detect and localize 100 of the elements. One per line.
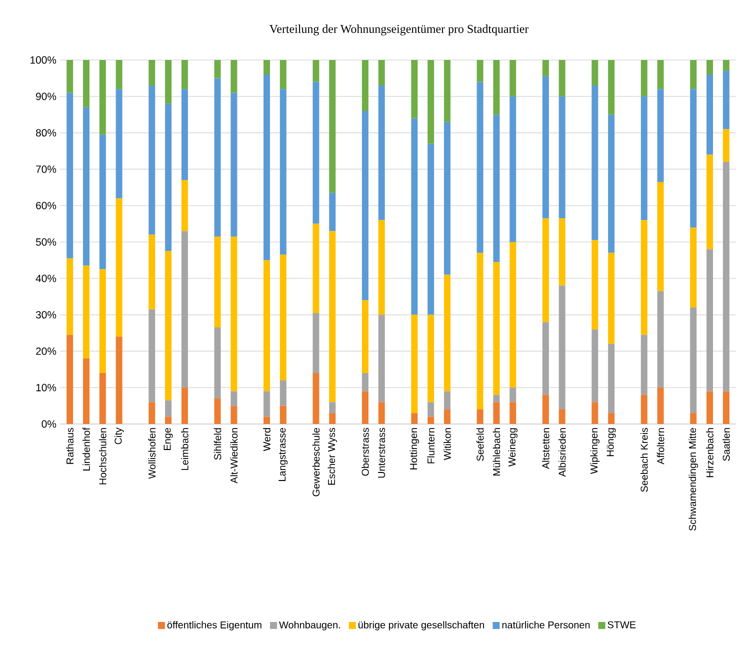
legend-label: Wohnbaugen.: [279, 621, 340, 630]
x-tick-label: Sihlfeld: [214, 428, 222, 460]
y-tick-label: 50%: [36, 238, 56, 246]
x-tick-label: Werd: [263, 428, 270, 452]
x-tick-label: Mühlebach: [492, 428, 500, 476]
bar: [592, 402, 598, 424]
bar: [592, 240, 598, 330]
bar: [444, 391, 450, 410]
bar: [657, 89, 664, 182]
x-tick-label: Lindenhof: [82, 428, 90, 470]
bar: [312, 373, 320, 424]
y-tick-label: 60%: [36, 202, 56, 210]
legend-label: übrige private gesellschaften: [358, 621, 484, 630]
x-tick-label: Seefeld: [476, 428, 484, 461]
x-tick-label: Altstetten: [542, 428, 550, 470]
x-tick-label: Unterstrass: [378, 428, 386, 478]
bar: [312, 312, 320, 374]
bar: [181, 388, 188, 424]
bar: [657, 388, 664, 424]
y-tick-label: 0%: [42, 420, 56, 428]
bar: [263, 416, 270, 424]
bar: [230, 406, 238, 424]
bar: [542, 76, 549, 218]
x-tick-label: Rathaus: [66, 428, 74, 464]
bar: [83, 266, 90, 358]
legend-label: STWE: [608, 621, 636, 628]
x-tick-label: Affoltern: [656, 428, 664, 464]
bar: [329, 402, 336, 414]
bar: [690, 308, 697, 414]
x-tick-label: Albisrieden: [558, 428, 566, 477]
x-tick-label: Hirzenbach: [706, 428, 714, 478]
bar: [378, 220, 385, 315]
bar: [280, 406, 286, 424]
bar: [214, 60, 221, 78]
bar: [116, 198, 122, 337]
bar: [608, 114, 615, 253]
bar: [640, 394, 648, 424]
x-tick-label: Alt-Wiedikon: [230, 428, 238, 484]
bar: [542, 394, 549, 424]
bar: [329, 60, 336, 193]
bar: [428, 402, 434, 417]
bar: [510, 60, 516, 96]
bar: [263, 391, 270, 417]
bar: [99, 134, 106, 270]
y-tick-label: 100%: [30, 56, 56, 64]
bar: [411, 118, 418, 315]
bar: [230, 92, 238, 237]
bar: [165, 251, 172, 400]
bar: [99, 60, 106, 135]
bar: [99, 373, 106, 424]
x-tick-label: City: [114, 428, 124, 444]
bar: [378, 402, 385, 424]
bar: [706, 249, 714, 392]
legend-label: natürliche Personen: [502, 621, 590, 628]
bar: [329, 231, 336, 402]
bar: [722, 60, 730, 71]
y-tick-label: 30%: [36, 311, 56, 319]
legend-label: öffentliches Eigentum: [167, 621, 262, 630]
bar: [362, 373, 368, 392]
bar: [116, 60, 122, 90]
bar: [99, 269, 106, 374]
bar: [558, 286, 566, 410]
x-tick-label: Weinegg: [508, 428, 518, 467]
bar: [476, 60, 484, 82]
bar: [181, 180, 188, 232]
bar: [411, 60, 418, 118]
bar: [706, 391, 714, 424]
x-tick-label: Höngg: [606, 428, 616, 456]
bar: [542, 322, 549, 395]
bar: [312, 60, 320, 82]
bar: [592, 329, 598, 402]
bar: [558, 218, 566, 286]
bar: [214, 78, 221, 237]
y-tick-label: 80%: [36, 129, 56, 137]
x-tick-label: Wollishofen: [148, 428, 156, 479]
bar: [493, 262, 500, 395]
bar: [83, 107, 90, 266]
bar: [378, 314, 385, 402]
bar: [706, 154, 714, 250]
bar: [411, 314, 418, 414]
bar: [558, 96, 566, 218]
x-tick-label: Enge: [164, 428, 173, 450]
bar: [148, 85, 156, 235]
bar: [280, 89, 286, 255]
bar: [66, 334, 74, 424]
bar: [476, 82, 484, 253]
bar: [510, 242, 516, 388]
bar: [558, 409, 566, 424]
bar: [362, 300, 368, 374]
bar: [181, 89, 188, 180]
bar: [428, 314, 434, 402]
bar: [722, 391, 730, 424]
bar: [608, 344, 615, 414]
y-tick-label: 70%: [36, 166, 56, 173]
bar: [263, 260, 270, 392]
bar: [165, 400, 172, 417]
x-tick-label: Witikon: [444, 428, 451, 460]
bar: [312, 82, 320, 224]
bar: [181, 231, 188, 388]
bar: [493, 402, 500, 424]
